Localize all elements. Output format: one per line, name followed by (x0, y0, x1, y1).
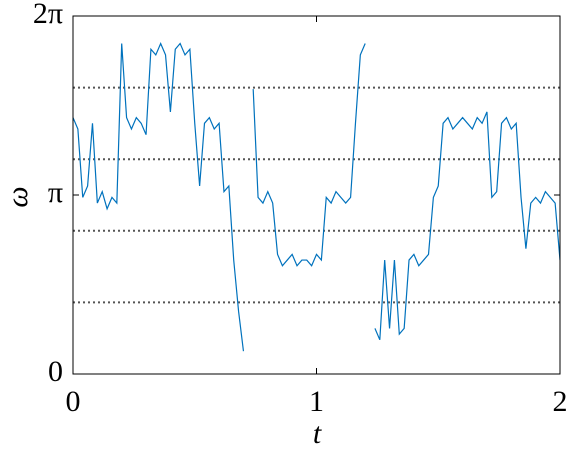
signal-line (73, 42, 560, 352)
x-tick-label: 0 (66, 385, 81, 418)
y-tick-label: 2π (33, 0, 63, 30)
y-tick-label: π (48, 176, 63, 209)
plot-frame (72, 15, 561, 375)
y-axis-label: ω (1, 186, 34, 207)
x-tick-label: 1 (309, 385, 324, 418)
x-tick-label: 2 (553, 385, 568, 418)
x-axis-label: t (313, 417, 322, 450)
y-tick-label: 0 (48, 355, 63, 388)
